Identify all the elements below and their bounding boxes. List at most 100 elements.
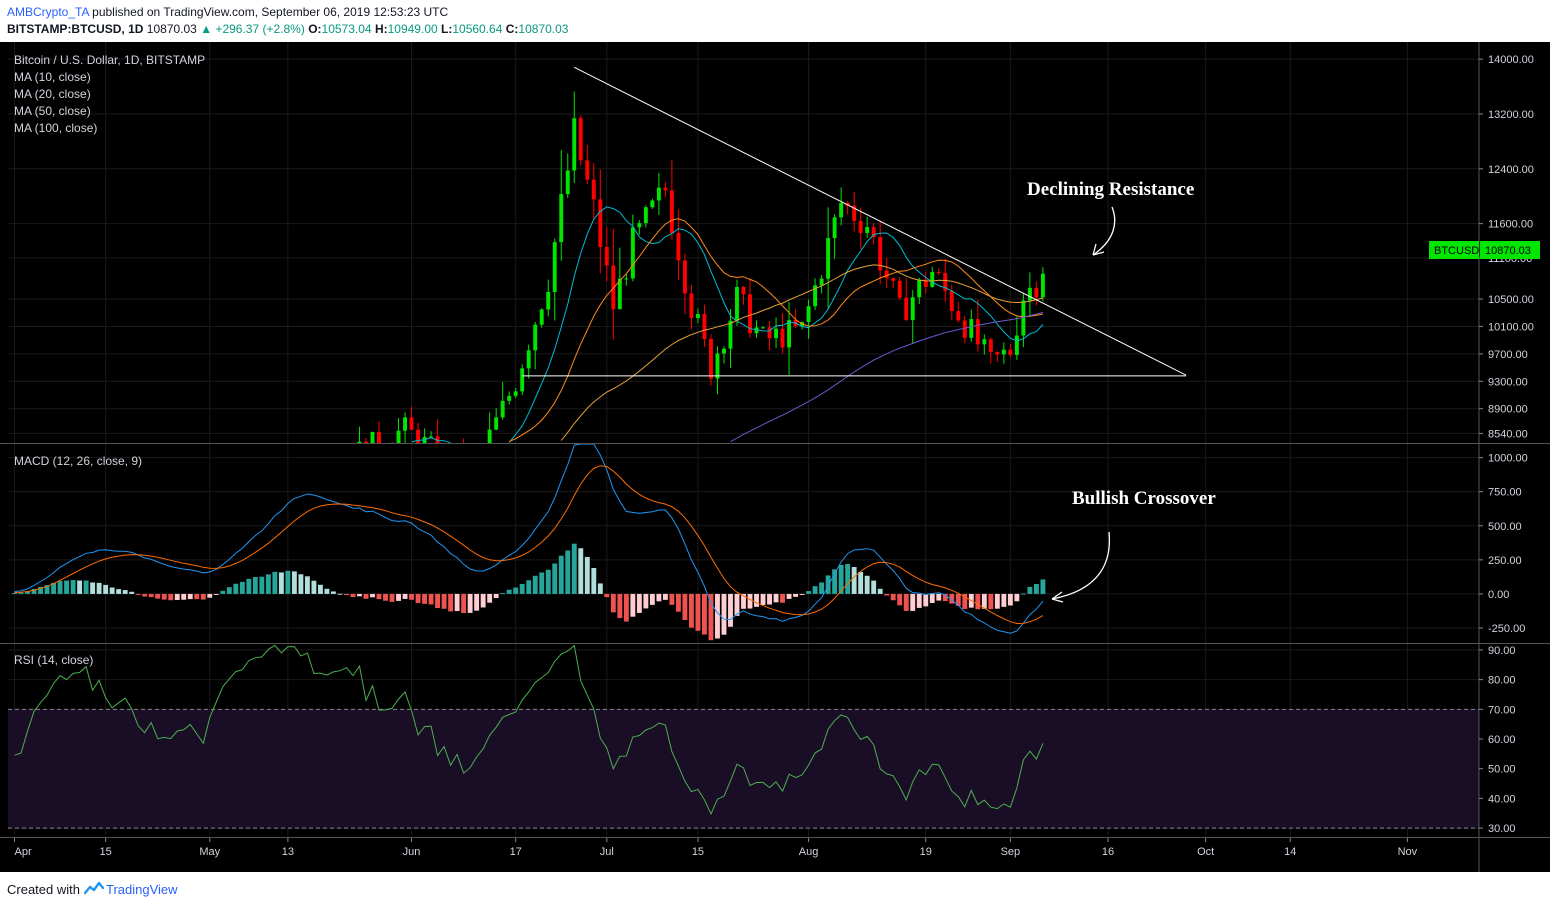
candle-body[interactable]	[956, 311, 961, 321]
candle-body[interactable]	[604, 247, 609, 266]
author-link[interactable]: AMBCrypto_TA	[7, 5, 89, 19]
candle-body[interactable]	[676, 233, 681, 261]
price-pane[interactable]	[357, 66, 1187, 444]
candle-body[interactable]	[377, 431, 381, 443]
candle-body[interactable]	[669, 190, 674, 234]
candle-body[interactable]	[364, 441, 368, 443]
candle-body[interactable]	[839, 202, 844, 218]
candle-body[interactable]	[949, 290, 954, 312]
candle-body[interactable]	[826, 238, 831, 279]
candle-body[interactable]	[982, 339, 987, 345]
candle-body[interactable]	[507, 395, 512, 401]
candle-body[interactable]	[650, 200, 655, 208]
declining-resistance-line[interactable]	[574, 66, 1187, 376]
candle-body[interactable]	[735, 286, 739, 321]
candle-body[interactable]	[774, 328, 778, 339]
symbol-label[interactable]: BITSTAMP:BTCUSD, 1D	[7, 22, 144, 36]
candle-body[interactable]	[429, 436, 434, 438]
candle-body[interactable]	[832, 217, 837, 239]
candle-body[interactable]	[546, 291, 551, 310]
candle-body[interactable]	[526, 350, 531, 369]
candle-body[interactable]	[741, 286, 746, 295]
candle-body[interactable]	[858, 220, 863, 233]
candle-body[interactable]	[878, 237, 883, 271]
candle-body[interactable]	[754, 327, 759, 334]
candle-body[interactable]	[975, 319, 980, 345]
candle-body[interactable]	[656, 187, 661, 201]
candle-body[interactable]	[787, 320, 792, 348]
candle-body[interactable]	[962, 320, 967, 338]
candle-body[interactable]	[370, 431, 375, 443]
candle-body[interactable]	[722, 348, 726, 354]
candle-body[interactable]	[1008, 349, 1013, 355]
candle-body[interactable]	[806, 306, 811, 323]
candle-body[interactable]	[884, 270, 889, 279]
candle-body[interactable]	[702, 313, 707, 340]
candle-body[interactable]	[871, 227, 876, 238]
candle-body[interactable]	[969, 319, 974, 338]
candle-body[interactable]	[500, 400, 505, 418]
candle-body[interactable]	[709, 339, 713, 379]
candle-body[interactable]	[487, 429, 492, 443]
candle-body[interactable]	[539, 309, 544, 325]
candle-body[interactable]	[565, 170, 570, 195]
candle-body[interactable]	[852, 205, 857, 221]
candle-body[interactable]	[917, 279, 922, 298]
ma20-legend[interactable]: MA (20, close)	[14, 87, 91, 101]
candle-body[interactable]	[643, 207, 648, 224]
candle-body[interactable]	[819, 278, 824, 286]
candle-body[interactable]	[936, 272, 941, 274]
candle-body[interactable]	[891, 278, 896, 281]
candle-body[interactable]	[572, 118, 577, 171]
candle-body[interactable]	[1040, 273, 1045, 298]
candle-body[interactable]	[630, 227, 635, 279]
ma10-legend[interactable]: MA (10, close)	[14, 70, 91, 84]
candle-body[interactable]	[403, 417, 407, 431]
candle-body[interactable]	[624, 278, 629, 280]
candle-body[interactable]	[943, 273, 948, 291]
candle-body[interactable]	[513, 391, 518, 396]
candle-body[interactable]	[1021, 300, 1026, 336]
candle-body[interactable]	[396, 430, 401, 443]
candle-body[interactable]	[910, 297, 915, 321]
chart-canvas[interactable]: 14000.0013200.0012400.0011600.0011100.00…	[0, 42, 1550, 872]
candle-body[interactable]	[761, 327, 765, 329]
candle-body[interactable]	[780, 328, 785, 348]
candle-body[interactable]	[416, 429, 421, 443]
candle-body[interactable]	[617, 278, 622, 310]
candle-body[interactable]	[689, 293, 694, 319]
candle-body[interactable]	[591, 179, 596, 200]
candle-body[interactable]	[611, 265, 616, 310]
candle-body[interactable]	[988, 339, 993, 352]
candle-body[interactable]	[728, 320, 733, 349]
ma50-legend[interactable]: MA (50, close)	[14, 104, 91, 118]
candle-body[interactable]	[357, 441, 362, 443]
candle-body[interactable]	[559, 194, 564, 243]
candle-body[interactable]	[930, 272, 935, 287]
candle-body[interactable]	[1014, 335, 1019, 355]
candle-body[interactable]	[663, 187, 668, 191]
candle-body[interactable]	[748, 294, 752, 334]
candle-body[interactable]	[435, 436, 440, 443]
candle-body[interactable]	[767, 327, 772, 339]
macd-pane-title[interactable]: MACD (12, 26, close, 9)	[14, 454, 142, 468]
candle-body[interactable]	[865, 227, 870, 233]
macd-pane[interactable]	[12, 443, 1111, 641]
rsi-pane-title[interactable]: RSI (14, close)	[14, 653, 93, 667]
candle-body[interactable]	[533, 324, 538, 351]
candle-body[interactable]	[695, 313, 700, 319]
candle-body[interactable]	[813, 285, 818, 307]
rsi-pane[interactable]	[8, 644, 1479, 829]
candle-body[interactable]	[1034, 287, 1039, 298]
candle-body[interactable]	[520, 368, 525, 392]
candle-body[interactable]	[637, 223, 642, 228]
candle-body[interactable]	[715, 353, 720, 379]
candle-body[interactable]	[897, 280, 902, 298]
candle-body[interactable]	[409, 417, 414, 430]
ma100-legend[interactable]: MA (100, close)	[14, 121, 97, 135]
candle-body[interactable]	[578, 118, 583, 161]
candle-body[interactable]	[923, 279, 928, 287]
candle-body[interactable]	[552, 242, 557, 292]
candle-body[interactable]	[1001, 349, 1006, 355]
candle-body[interactable]	[1027, 287, 1032, 301]
